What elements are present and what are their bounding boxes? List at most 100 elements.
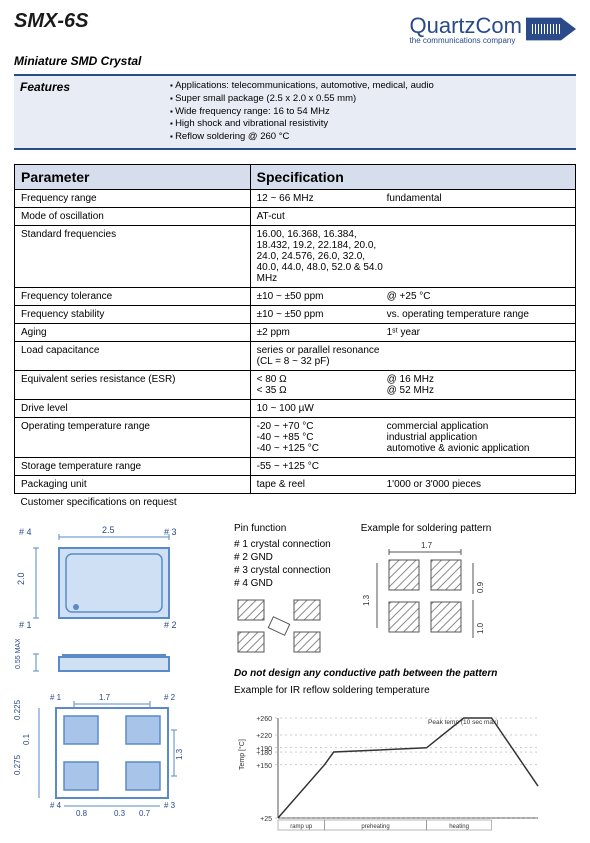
th-specification: Specification — [250, 165, 575, 190]
spec-cell: ±2 ppm1ˢᵗ year — [250, 324, 575, 342]
side-view-diagram: 0.55 MAX — [14, 639, 204, 684]
spec-cell: < 80 Ω@ 16 MHz< 35 Ω@ 52 MHz — [250, 371, 575, 400]
th-parameter: Parameter — [15, 165, 251, 190]
header: SMX-6S QuartzCom the communications comp… — [0, 0, 590, 52]
svg-text:+150: +150 — [256, 763, 272, 770]
spec-row: Standard frequencies16.00, 16.368, 16.38… — [15, 226, 576, 288]
logo-main: QuartzCom — [410, 13, 522, 38]
pinfunc-item: # 4 GND — [234, 577, 331, 590]
spec-row: Storage temperature range-55 ~ +125 °C — [15, 458, 576, 476]
spec-cell: tape & reel1'000 or 3'000 pieces — [250, 476, 575, 494]
spec-cell: 12 ~ 66 MHzfundamental — [250, 190, 575, 208]
param-cell: Operating temperature range — [15, 418, 251, 458]
param-cell: Frequency stability — [15, 306, 251, 324]
product-title: SMX-6S — [14, 10, 88, 33]
svg-text:heating: heating — [449, 824, 469, 830]
svg-text:0.8: 0.8 — [76, 809, 88, 818]
svg-text:ramp up: ramp up — [290, 824, 313, 830]
pinfunc-title: Pin function — [234, 523, 331, 534]
svg-text:0.1: 0.1 — [22, 733, 31, 745]
pinfunc-item: # 2 GND — [234, 551, 331, 564]
svg-text:1.7: 1.7 — [421, 541, 433, 550]
param-cell: Storage temperature range — [15, 458, 251, 476]
spec-cell: -55 ~ +125 °C — [250, 458, 575, 476]
svg-text:preheating: preheating — [361, 824, 389, 830]
bottom-view-diagram: # 1# 2 # 4# 3 1.7 0.225 0.1 0.275 0.8 0.… — [14, 690, 204, 820]
feature-item: Super small package (2.5 x 2.0 x 0.55 mm… — [170, 93, 434, 106]
spec-cell: ±10 ~ ±50 ppmvs. operating temperature r… — [250, 306, 575, 324]
param-cell: Frequency range — [15, 190, 251, 208]
svg-text:1.3: 1.3 — [175, 748, 184, 760]
svg-text:0.3: 0.3 — [114, 809, 126, 818]
svg-text:0.225: 0.225 — [14, 699, 22, 720]
pin3-label: # 3 — [164, 527, 177, 537]
pinfunc-item: # 3 crystal connection — [234, 564, 331, 577]
mechanical-drawings: # 4 # 3 # 1 # 2 2.5 2.0 0.55 MAX # 1# 2 — [14, 523, 224, 835]
company-logo: QuartzCom the communications company — [410, 10, 576, 48]
svg-text:# 3: # 3 — [164, 801, 176, 810]
svg-text:# 4: # 4 — [50, 801, 62, 810]
right-diagrams: Pin function # 1 crystal connection# 2 G… — [234, 523, 576, 835]
param-cell: Equivalent series resistance (ESR) — [15, 371, 251, 400]
feature-item: Applications: telecommunications, automo… — [170, 80, 434, 93]
spec-row: Aging±2 ppm1ˢᵗ year — [15, 324, 576, 342]
spec-row: Drive level10 ~ 100 µW — [15, 400, 576, 418]
spec-row: Mode of oscillationAT-cut — [15, 208, 576, 226]
features-box: Features Applications: telecommunication… — [14, 74, 576, 150]
spec-row: Frequency stability±10 ~ ±50 ppmvs. oper… — [15, 306, 576, 324]
pinfunc-list: # 1 crystal connection# 2 GND# 3 crystal… — [234, 538, 331, 590]
svg-text:2.0: 2.0 — [16, 573, 26, 586]
spec-cell: 10 ~ 100 µW — [250, 400, 575, 418]
svg-text:2.5: 2.5 — [102, 525, 115, 535]
note-row: Customer specifications on request — [15, 494, 576, 512]
svg-text:1.7: 1.7 — [99, 693, 111, 702]
svg-text:0.9: 0.9 — [476, 581, 485, 593]
spec-row: Equivalent series resistance (ESR)< 80 Ω… — [15, 371, 576, 400]
param-cell: Mode of oscillation — [15, 208, 251, 226]
spec-cell: -20 ~ +70 °Ccommercial application-40 ~ … — [250, 418, 575, 458]
spec-row: Frequency range12 ~ 66 MHzfundamental — [15, 190, 576, 208]
pin2-label: # 2 — [164, 620, 177, 630]
solder-pattern-diagram: 1.7 1.3 0.9 1.0 — [361, 538, 501, 648]
svg-text:0.275: 0.275 — [14, 754, 22, 775]
param-cell: Standard frequencies — [15, 226, 251, 288]
svg-text:0.7: 0.7 — [139, 809, 151, 818]
features-label: Features — [14, 76, 164, 148]
svg-text:1.3: 1.3 — [362, 594, 371, 606]
note-cell: Customer specifications on request — [15, 494, 576, 512]
param-cell: Packaging unit — [15, 476, 251, 494]
spec-cell: ±10 ~ ±50 ppm@ +25 °C — [250, 288, 575, 306]
param-cell: Drive level — [15, 400, 251, 418]
pinfunc-item: # 1 crystal connection — [234, 538, 331, 551]
svg-text:Peak temp (10 sec max): Peak temp (10 sec max) — [428, 719, 498, 726]
svg-text:+260: +260 — [256, 716, 272, 723]
reflow-caption: Example for IR reflow soldering temperat… — [234, 685, 576, 696]
svg-text:Temp [°C]: Temp [°C] — [238, 739, 246, 770]
feature-item: Reflow soldering @ 260 °C — [170, 131, 434, 144]
spec-row: Frequency tolerance±10 ~ ±50 ppm@ +25 °C — [15, 288, 576, 306]
reflow-chart: +25+150+180+190+220+260Temp [°C]Peak tem… — [234, 700, 564, 835]
logo-text: QuartzCom the communications company — [410, 13, 522, 45]
spec-table: Parameter Specification Frequency range1… — [14, 164, 576, 511]
svg-text:+190: +190 — [256, 746, 272, 753]
logo-sub: the communications company — [410, 36, 522, 45]
spec-cell: series or parallel resonance (CL = 8 ~ 3… — [250, 342, 575, 371]
svg-text:# 2: # 2 — [164, 693, 176, 702]
solder-title: Example for soldering pattern — [361, 523, 501, 534]
warning-text: Do not design any conductive path betwee… — [234, 668, 576, 679]
spec-cell: 16.00, 16.368, 16.384, 18.432, 19.2, 22.… — [250, 226, 575, 288]
pin4-label: # 4 — [19, 527, 32, 537]
spec-row: Load capacitanceseries or parallel reson… — [15, 342, 576, 371]
spec-cell: AT-cut — [250, 208, 575, 226]
top-view-diagram: # 4 # 3 # 1 # 2 2.5 2.0 — [14, 523, 204, 633]
param-cell: Frequency tolerance — [15, 288, 251, 306]
svg-text:0.55 MAX: 0.55 MAX — [15, 639, 22, 669]
svg-text:+25: +25 — [260, 816, 272, 823]
diagrams-area: # 4 # 3 # 1 # 2 2.5 2.0 0.55 MAX # 1# 2 — [0, 515, 590, 843]
feature-item: High shock and vibrational resistivity — [170, 118, 434, 131]
logo-icon — [526, 10, 576, 48]
svg-text:+220: +220 — [256, 733, 272, 740]
pinfunc-diagram — [234, 596, 324, 656]
feature-item: Wide frequency range: 16 to 54 MHz — [170, 106, 434, 119]
spec-row: Operating temperature range-20 ~ +70 °Cc… — [15, 418, 576, 458]
